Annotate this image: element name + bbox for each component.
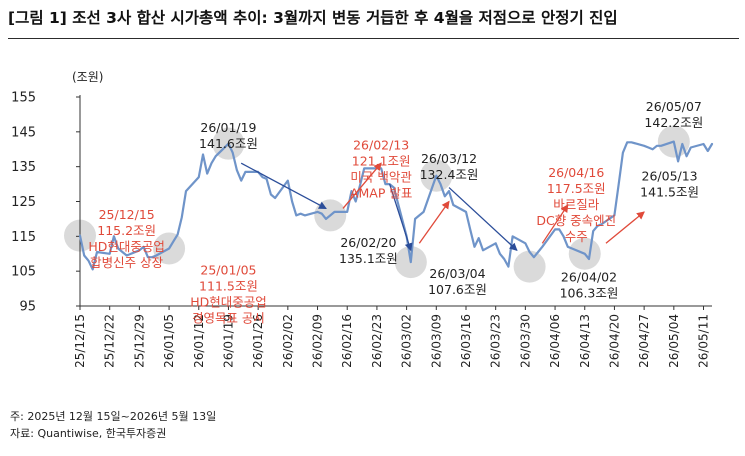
annotation-6: 26/03/04 107.6조원 <box>428 266 487 297</box>
annotation-0-line-2: HD현대중공업 <box>88 239 165 254</box>
x-tick-label-6: 26/01/26 <box>251 314 265 368</box>
x-tick-label-14: 26/03/23 <box>489 314 503 368</box>
annotation-0-line-3: 합병신주 상장 <box>90 255 163 270</box>
x-tick-label-2: 25/12/29 <box>132 314 146 368</box>
annotation-3: 26/02/13 121.1조원 미국 백악관 AMAP 발표 <box>350 137 412 200</box>
y-tick-label-105: 105 <box>11 265 36 280</box>
annotation-9: 26/05/07 142.2조원 <box>644 99 703 130</box>
x-tick-label-7: 26/02/02 <box>281 314 295 368</box>
x-tick-label-11: 26/03/02 <box>400 314 414 368</box>
y-tick-label-95: 95 <box>19 300 36 315</box>
annotation-0-line-0: 25/12/15 <box>99 207 155 222</box>
annotation-1-line-3: 경영목표 공시 <box>192 311 265 326</box>
annotation-7-line-1: 117.5조원 <box>547 181 606 196</box>
x-tick-label-3: 26/01/05 <box>162 314 176 368</box>
annotation-7-line-3: DC향 중속엔진 <box>536 213 616 228</box>
annotation-0: 25/12/15 115.2조원 HD현대중공업 합병신주 상장 <box>88 207 165 270</box>
y-tick-label-135: 135 <box>11 160 36 175</box>
x-tick-label-15: 26/03/30 <box>518 314 532 368</box>
annotation-9-line-1: 142.2조원 <box>644 115 703 130</box>
x-tick-label-17: 26/04/13 <box>578 314 592 368</box>
x-tick-label-20: 26/05/04 <box>667 314 681 368</box>
annotation-3-line-1: 121.1조원 <box>352 153 411 168</box>
annotation-2-line-1: 141.6조원 <box>199 136 258 151</box>
x-tick-label-21: 26/05/11 <box>697 314 711 368</box>
figure-title: [그림 1] 조선 3사 합산 시가총액 추이: 3월까지 변동 거듭한 후 4… <box>8 9 618 27</box>
x-tick-label-8: 26/02/09 <box>311 314 325 368</box>
trend-arrow-0 <box>240 162 327 210</box>
trend-arrow-1 <box>342 162 382 209</box>
annotation-6-line-0: 26/03/04 <box>429 266 485 281</box>
annotation-9-line-0: 26/05/07 <box>646 99 702 114</box>
annotation-8: 26/04/02 106.3조원 <box>560 270 619 301</box>
annotation-3-line-0: 26/02/13 <box>353 137 409 152</box>
annotation-8-line-0: 26/04/02 <box>561 270 617 285</box>
x-tick-label-0: 25/12/15 <box>73 314 87 368</box>
trend-arrow-2 <box>389 183 413 252</box>
annotation-1-line-2: HD현대중공업 <box>190 295 267 310</box>
annotation-10-line-0: 26/05/13 <box>642 169 698 184</box>
annotation-5: 26/03/12 132.4조원 <box>420 151 479 182</box>
x-tick-label-18: 26/04/20 <box>607 314 621 368</box>
annotation-1-line-0: 25/01/05 <box>200 263 256 278</box>
annotation-0-line-1: 115.2조원 <box>97 223 156 238</box>
annotation-5-line-0: 26/03/12 <box>421 151 477 166</box>
trend-arrow-3 <box>418 200 450 244</box>
annotation-7-line-0: 26/04/16 <box>548 165 604 180</box>
annotation-10-line-1: 141.5조원 <box>640 185 699 200</box>
x-tick-label-10: 26/02/23 <box>370 314 384 368</box>
x-tick-label-5: 26/01/19 <box>221 314 235 368</box>
x-tick-label-16: 26/04/06 <box>548 314 562 368</box>
x-tick-label-4: 26/01/12 <box>192 314 206 368</box>
annotation-4: 26/02/20 135.1조원 <box>339 235 398 266</box>
annotation-5-line-1: 132.4조원 <box>420 167 479 182</box>
annotation-10: 26/05/13 141.5조원 <box>640 169 699 200</box>
trend-arrow-4 <box>448 187 518 251</box>
y-tick-label-145: 145 <box>11 125 36 140</box>
title-rule <box>8 38 739 39</box>
x-tick-label-13: 26/03/16 <box>459 314 473 368</box>
annotation-7-line-4: 수주 <box>565 229 588 244</box>
annotation-3-line-3: AMAP 발표 <box>350 185 412 200</box>
source-note: 자료: Quantiwise, 한국투자증권 <box>10 427 167 440</box>
x-tick-label-12: 26/03/09 <box>429 314 443 368</box>
footnote: 주: 2025년 12월 15일~2026년 5월 13일 <box>10 410 217 423</box>
y-tick-label-155: 155 <box>11 91 36 106</box>
annotation-4-line-1: 135.1조원 <box>339 251 398 266</box>
annotation-4-line-0: 26/02/20 <box>340 235 396 250</box>
series-line-0 <box>78 140 714 271</box>
x-tick-label-1: 25/12/22 <box>103 314 117 368</box>
annotation-8-line-1: 106.3조원 <box>560 286 619 301</box>
x-tick-label-19: 26/04/27 <box>637 314 651 368</box>
trend-arrow-5 <box>541 204 569 244</box>
x-tick-label-9: 26/02/16 <box>340 314 354 368</box>
annotation-7: 26/04/16 117.5조원 바르질라 DC향 중속엔진 수주 <box>536 165 616 244</box>
y-tick-label-115: 115 <box>11 230 36 245</box>
annotation-6-line-1: 107.6조원 <box>428 282 487 297</box>
annotation-7-line-2: 바르질라 <box>553 197 600 212</box>
annotation-1: 25/01/05 111.5조원 HD현대중공업 경영목표 공시 <box>190 263 267 326</box>
y-unit-label: (조원) <box>72 70 103 84</box>
highlight-circle-6 <box>513 250 546 283</box>
annotation-2-line-0: 26/01/19 <box>200 120 256 135</box>
y-tick-label-125: 125 <box>11 195 36 210</box>
annotation-2: 26/01/19 141.6조원 <box>199 120 258 151</box>
trend-arrow-6 <box>605 211 645 244</box>
annotation-1-line-1: 111.5조원 <box>199 279 258 294</box>
annotation-3-line-2: 미국 백악관 <box>350 169 412 184</box>
